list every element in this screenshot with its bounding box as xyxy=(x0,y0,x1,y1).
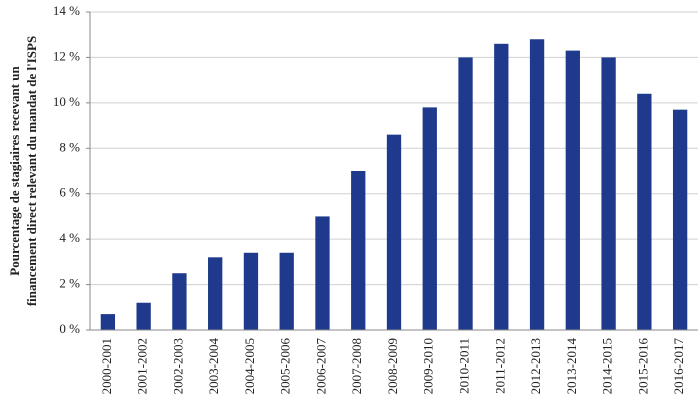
bar xyxy=(637,93,652,331)
x-tick-label: 2008-2009 xyxy=(385,338,400,394)
x-tick-label: 2007-2008 xyxy=(349,338,364,394)
x-tick-label: 2001-2002 xyxy=(135,338,150,394)
x-tick-label: 2009-2010 xyxy=(421,338,436,394)
x-tick-label: 2005-2006 xyxy=(278,338,293,395)
x-tick-label: 2016-2017 xyxy=(671,338,686,395)
bar xyxy=(243,252,259,330)
x-tick-label: 2000-2001 xyxy=(99,338,114,394)
x-tick-label: 2015-2016 xyxy=(635,338,650,395)
y-tick-label: 0 % xyxy=(59,321,80,336)
x-tick-label: 2006-2007 xyxy=(313,338,328,395)
bar xyxy=(494,43,509,331)
x-tick-label: 2003-2004 xyxy=(206,338,221,395)
y-axis-title: financement direct relevant du mandat de… xyxy=(24,36,39,306)
y-tick-label: 8 % xyxy=(59,139,80,154)
bar xyxy=(565,50,580,330)
y-tick-label: 4 % xyxy=(59,230,80,245)
bar xyxy=(672,109,688,331)
bar xyxy=(386,134,402,330)
y-tick-label: 12 % xyxy=(53,48,80,63)
x-tick-label: 2004-2005 xyxy=(242,338,257,394)
bar xyxy=(529,39,545,330)
y-tick-label: 10 % xyxy=(53,94,80,109)
x-tick-label: 2011-2012 xyxy=(492,338,507,394)
bar xyxy=(422,107,437,331)
bar xyxy=(458,57,473,331)
y-tick-label: 2 % xyxy=(59,276,80,291)
bar xyxy=(601,57,616,331)
y-tick-label: 14 % xyxy=(53,3,80,18)
x-tick-label: 2010-2011 xyxy=(457,338,472,394)
x-tick-label: 2002-2003 xyxy=(170,338,185,394)
x-tick-label: 2013-2014 xyxy=(564,338,579,395)
x-tick-label: 2012-2013 xyxy=(528,338,543,394)
bar xyxy=(279,252,294,330)
bar xyxy=(172,273,187,330)
bar xyxy=(136,302,151,330)
y-axis-title: Pourcentage de stagiaires recevant un xyxy=(7,66,22,276)
bar xyxy=(100,314,116,330)
bar xyxy=(208,257,223,330)
y-tick-label: 6 % xyxy=(59,185,80,200)
bar xyxy=(351,171,366,330)
x-tick-label: 2014-2015 xyxy=(600,338,615,394)
bar xyxy=(315,216,330,330)
